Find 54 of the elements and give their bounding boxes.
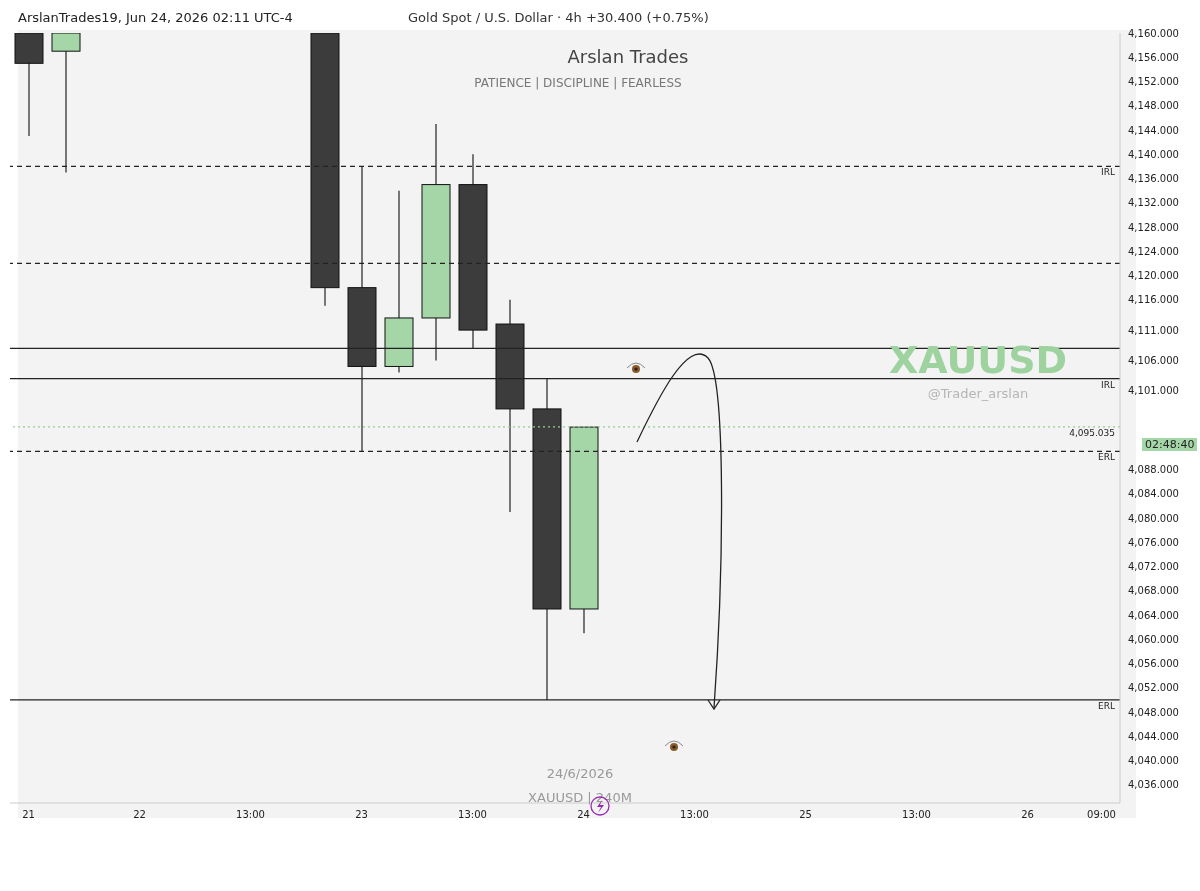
annotation: 24/6/2026 bbox=[545, 766, 615, 781]
y-tick-label: 4,056.000 bbox=[1128, 658, 1179, 670]
y-tick-label: 4,072.000 bbox=[1128, 561, 1179, 573]
annotation: XAUUSD | 240M bbox=[527, 790, 633, 805]
y-tick-label: 4,068.000 bbox=[1128, 585, 1179, 597]
ref-line-label: IRL bbox=[1101, 379, 1115, 390]
y-tick-label: 4,116.000 bbox=[1128, 294, 1179, 306]
y-tick-label: 4,152.000 bbox=[1128, 76, 1179, 88]
y-tick-label: 4,160.000 bbox=[1128, 27, 1179, 39]
text: ArslanTrades19, Jun 24, 2026 02:11 UTC-4 bbox=[18, 10, 293, 25]
y-tick-label: 4,044.000 bbox=[1128, 730, 1179, 742]
x-tick-label: 23 bbox=[355, 809, 368, 821]
ref-line-label: IRL bbox=[1101, 167, 1115, 178]
annotation: @Trader_arslan bbox=[926, 386, 1030, 401]
y-tick-label: 4,144.000 bbox=[1128, 124, 1179, 136]
text: 02:48:40 bbox=[1142, 438, 1198, 451]
y-tick-label: 4,048.000 bbox=[1128, 706, 1179, 718]
x-tick-label: 13:00 bbox=[680, 809, 709, 821]
text: Arslan Trades bbox=[566, 46, 690, 67]
ref-line-label: 4,095.035 bbox=[1069, 427, 1115, 438]
text: PATIENCE | DISCIPLINE | FEARLESS bbox=[473, 76, 683, 90]
text: Gold Spot / U.S. Dollar · 4h +30.400 (+0.75%) bbox=[408, 10, 709, 25]
y-tick-label: 4,052.000 bbox=[1128, 682, 1179, 694]
ref-line-label: ERL bbox=[1098, 452, 1115, 463]
x-tick-label: 13:00 bbox=[458, 809, 487, 821]
y-tick-label: 4,132.000 bbox=[1128, 197, 1179, 209]
x-tick-label: 21 bbox=[22, 809, 35, 821]
x-tick-label: 13:00 bbox=[236, 809, 265, 821]
y-tick-label: 4,156.000 bbox=[1128, 51, 1179, 63]
y-tick-label: 4,140.000 bbox=[1128, 148, 1179, 160]
y-tick-label: 4,128.000 bbox=[1128, 221, 1179, 233]
y-tick-label: 4,111.000 bbox=[1128, 324, 1179, 336]
y-tick-label: 4,136.000 bbox=[1128, 173, 1179, 185]
x-tick-label: 26 bbox=[1021, 809, 1034, 821]
y-tick-label: 4,101.000 bbox=[1128, 385, 1179, 397]
y-tick-label: 4,060.000 bbox=[1128, 633, 1179, 645]
annotation: XAUUSD bbox=[887, 338, 1069, 382]
ref-line-label: ERL bbox=[1098, 700, 1115, 711]
x-tick-label: 22 bbox=[133, 809, 146, 821]
y-tick-label: 4,036.000 bbox=[1128, 779, 1179, 791]
y-tick-label: 4,064.000 bbox=[1128, 609, 1179, 621]
y-tick-label: 4,080.000 bbox=[1128, 512, 1179, 524]
y-tick-label: 4,120.000 bbox=[1128, 270, 1179, 282]
y-tick-label: 4,088.000 bbox=[1128, 464, 1179, 476]
y-tick-label: 4,148.000 bbox=[1128, 100, 1179, 112]
y-tick-label: 4,084.000 bbox=[1128, 488, 1179, 500]
x-tick-label: 25 bbox=[799, 809, 812, 821]
y-tick-label: 4,124.000 bbox=[1128, 245, 1179, 257]
x-tick-label: 13:00 bbox=[902, 809, 931, 821]
y-tick-label: 4,076.000 bbox=[1128, 536, 1179, 548]
y-tick-label: 4,106.000 bbox=[1128, 354, 1179, 366]
x-tick-label: 09:00 bbox=[1087, 809, 1116, 821]
y-tick-label: 4,040.000 bbox=[1128, 755, 1179, 767]
x-tick-label: 24 bbox=[577, 809, 590, 821]
